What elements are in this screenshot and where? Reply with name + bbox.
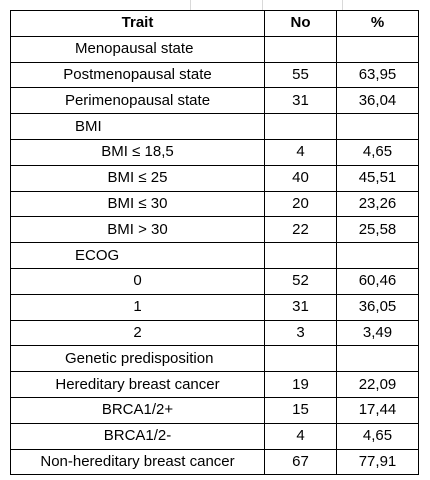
cell-trait: BMI ≤ 30 (10, 190, 265, 218)
header-percent: % (336, 10, 419, 37)
table-row: BRCA1/2+ 15 17,44 (10, 396, 419, 424)
cell-percent: 4,65 (336, 138, 419, 166)
cell-percent: 3,49 (336, 319, 419, 347)
cell-no (264, 35, 337, 63)
cell-trait: 2 (10, 319, 265, 347)
section-row: Menopausal state (10, 35, 419, 63)
cell-trait: 1 (10, 293, 265, 321)
table-row: Postmenopausal state 55 63,95 (10, 61, 419, 89)
cell-trait: Postmenopausal state (10, 61, 265, 89)
gridline (342, 0, 343, 10)
cell-no (264, 113, 337, 140)
trait-table: Trait No % Menopausal state Postmenopausa… (10, 10, 419, 476)
cell-trait: BMI ≤ 25 (10, 164, 265, 192)
cell-percent: 22,09 (336, 371, 419, 398)
cell-no: 15 (264, 396, 337, 424)
cell-no: 52 (264, 267, 337, 295)
table-row: Perimenopausal state 31 36,04 (10, 87, 419, 115)
header-no: No (264, 10, 337, 37)
cell-percent (336, 345, 419, 373)
cell-percent: 45,51 (336, 164, 419, 192)
cell-trait: 0 (10, 267, 265, 295)
table-row: 2 3 3,49 (10, 319, 419, 347)
section-row: ECOG (10, 242, 419, 269)
header-trait: Trait (10, 10, 265, 37)
cell-no: 31 (264, 293, 337, 321)
cell-no: 22 (264, 216, 337, 244)
cell-no: 3 (264, 319, 337, 347)
cell-no: 31 (264, 87, 337, 115)
header-row: Trait No % (10, 10, 419, 37)
cell-no: 67 (264, 448, 337, 476)
cell-no: 4 (264, 138, 337, 166)
section-label: Genetic predisposition (65, 349, 214, 367)
cell-trait: Hereditary breast cancer (10, 371, 265, 398)
table-row: BRCA1/2- 4 4,65 (10, 422, 419, 450)
cell-percent: 25,58 (336, 216, 419, 244)
gridline (190, 0, 191, 10)
cell-trait: Perimenopausal state (10, 87, 265, 115)
section-label: ECOG (75, 246, 120, 264)
table-row: 0 52 60,46 (10, 267, 419, 295)
cell-no: 40 (264, 164, 337, 192)
cell-no: 19 (264, 371, 337, 398)
cell-trait: Non-hereditary breast cancer (10, 448, 265, 476)
cell-trait: BRCA1/2- (10, 422, 265, 450)
cell-trait: Menopausal state (10, 35, 265, 63)
table-body: Menopausal state Postmenopausal state 55 63… (10, 35, 419, 476)
cell-percent: 23,26 (336, 190, 419, 218)
cell-no: 4 (264, 422, 337, 450)
cell-percent: 36,05 (336, 293, 419, 321)
cell-percent (336, 242, 419, 269)
cell-no: 20 (264, 190, 337, 218)
cell-no (264, 242, 337, 269)
table-row: Non-hereditary breast cancer 67 77,91 (10, 448, 419, 476)
section-row: BMI (10, 113, 419, 140)
table-row: BMI ≤ 18,5 4 4,65 (10, 138, 419, 166)
section-row: Genetic predisposition (10, 345, 419, 373)
cell-no (264, 345, 337, 373)
cell-percent (336, 113, 419, 140)
table-row: BMI > 30 22 25,58 (10, 216, 419, 244)
section-label: Menopausal state (75, 40, 194, 58)
cell-trait: ECOG (10, 242, 265, 269)
gridline (262, 0, 263, 10)
cell-percent (336, 35, 419, 63)
cell-trait: BMI ≤ 18,5 (10, 138, 265, 166)
cell-percent: 60,46 (336, 267, 419, 295)
table-row: Hereditary breast cancer 19 22,09 (10, 371, 419, 398)
cell-percent: 36,04 (336, 87, 419, 115)
table-row: BMI ≤ 30 20 23,26 (10, 190, 419, 218)
cell-percent: 63,95 (336, 61, 419, 89)
cell-percent: 17,44 (336, 396, 419, 424)
cell-trait: Genetic predisposition (10, 345, 265, 373)
cell-trait: BMI (10, 113, 265, 140)
table-row: BMI ≤ 25 40 45,51 (10, 164, 419, 192)
section-label: BMI (75, 117, 102, 135)
cell-no: 55 (264, 61, 337, 89)
table-row: 1 31 36,05 (10, 293, 419, 321)
cell-percent: 77,91 (336, 448, 419, 476)
cell-trait: BRCA1/2+ (10, 396, 265, 424)
cell-percent: 4,65 (336, 422, 419, 450)
cell-trait: BMI > 30 (10, 216, 265, 244)
